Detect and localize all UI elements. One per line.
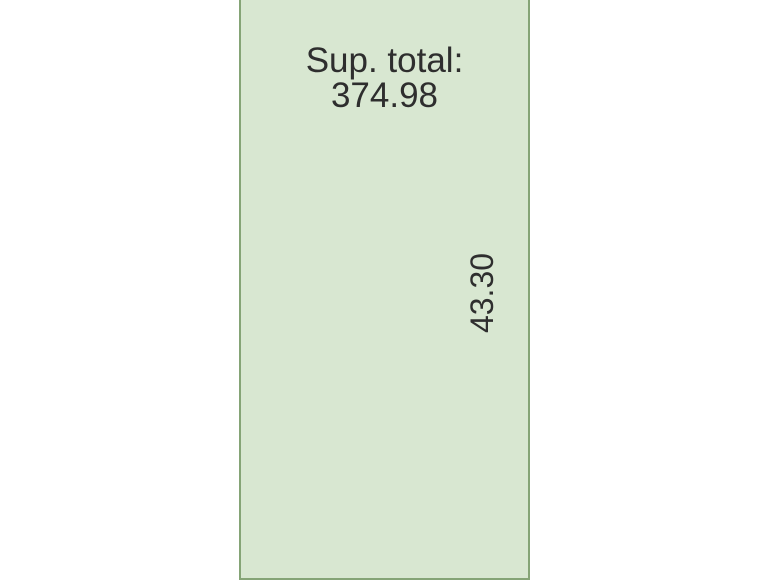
surface-total-value: 374.98 — [330, 76, 439, 115]
surface-total: Sup. total: 374.98 — [241, 43, 528, 113]
surface-total-label: Sup. total: — [305, 41, 464, 80]
parcel-shape: Sup. total: 374.98 43.30 — [239, 0, 530, 580]
side-dimension-label: 43.30 — [464, 252, 500, 334]
